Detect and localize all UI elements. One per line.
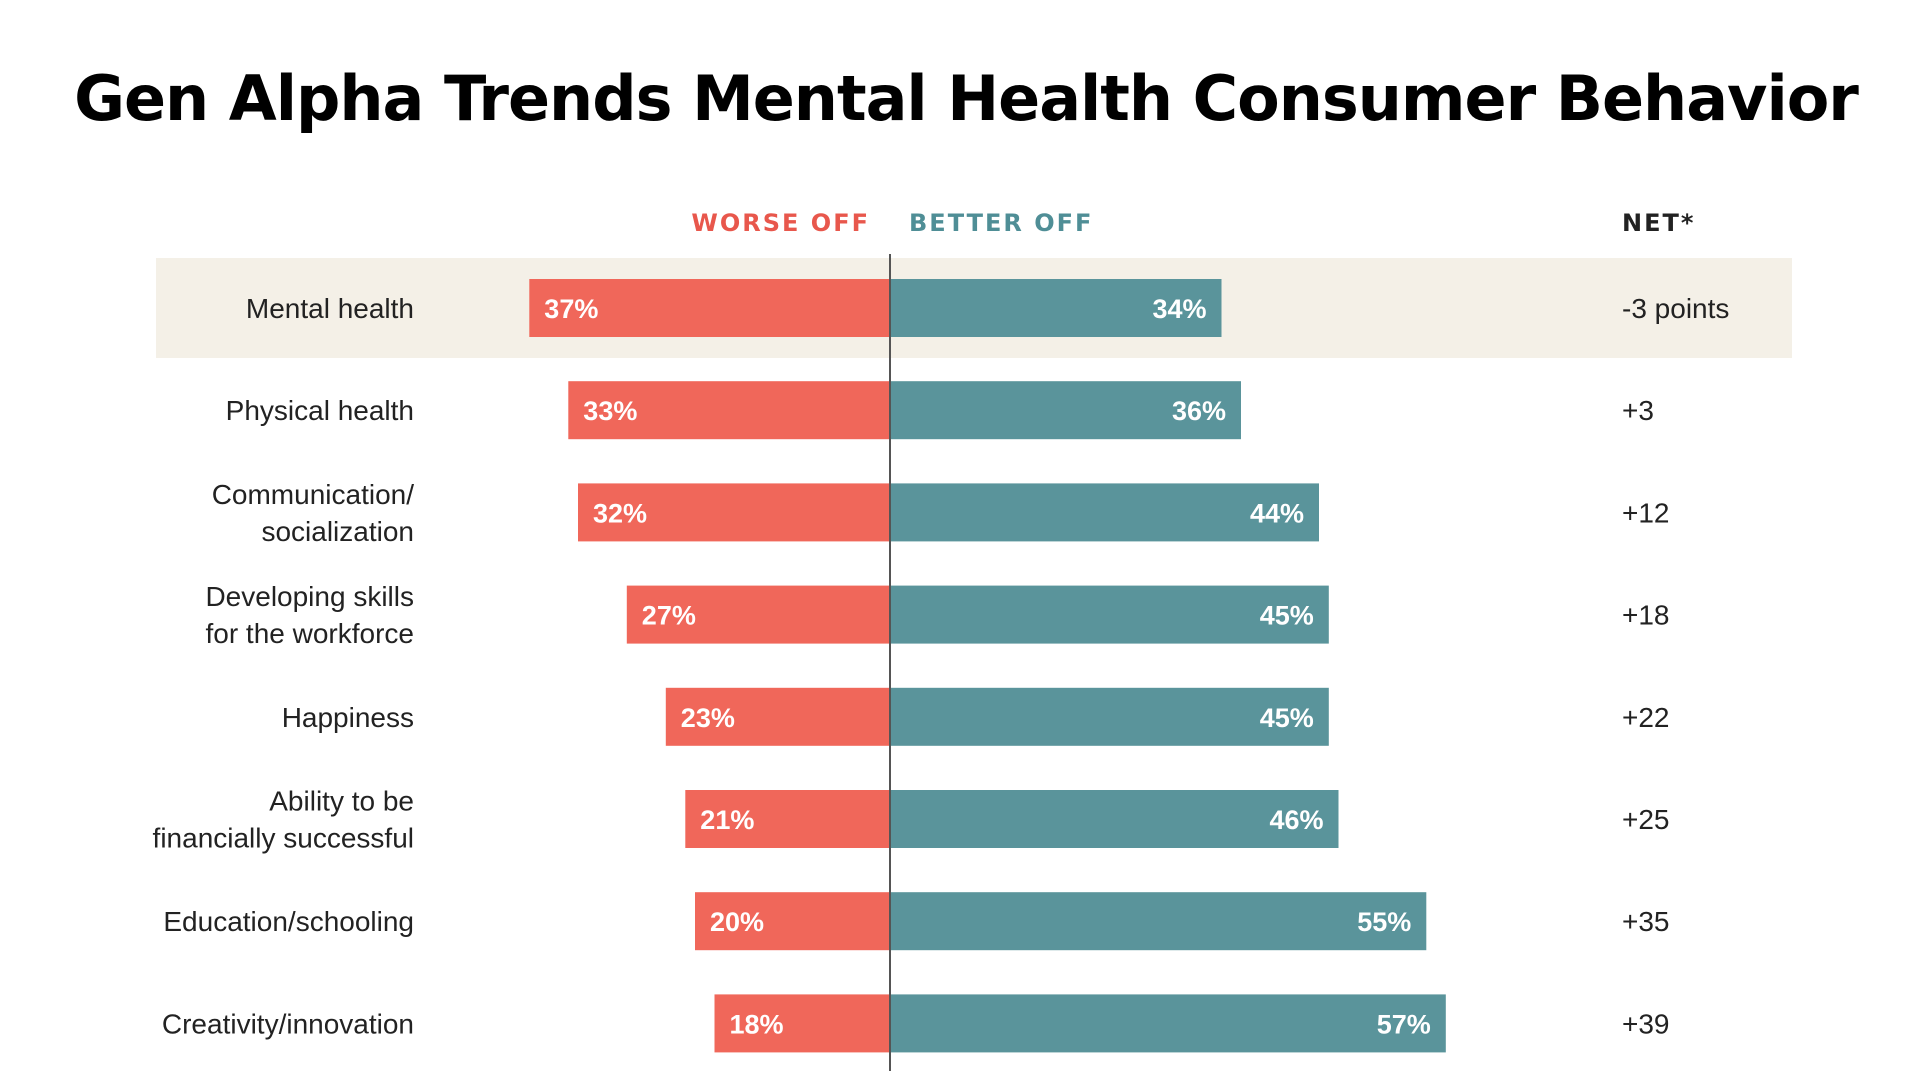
category-label: Communication/socialization	[212, 479, 415, 547]
worse-off-value-label: 27%	[642, 601, 696, 631]
worse-off-bar	[695, 892, 890, 951]
better-off-value-label: 46%	[1269, 805, 1323, 835]
worse-off-value-label: 20%	[710, 907, 764, 937]
category-label-line: Developing skills	[205, 581, 414, 612]
better-off-bar	[890, 483, 1319, 542]
chart-row: Ability to be financially successful 21% 46…	[153, 786, 1670, 854]
net-value-label: +35	[1622, 906, 1670, 937]
chart-row: Education/schooling 20% 55% +35	[163, 892, 1670, 951]
category-label-line: Physical health	[226, 395, 414, 426]
better-off-bar	[890, 585, 1329, 644]
better-off-bar	[890, 994, 1446, 1053]
chart-row: Creativity/innovation 18% 57% +39	[162, 994, 1670, 1053]
category-label-line: financially successful	[153, 823, 414, 854]
category-label-line: Communication/	[212, 479, 415, 510]
better-off-bar	[890, 279, 1222, 337]
net-value-label: -3 points	[1622, 293, 1729, 324]
better-off-value-label: 34%	[1152, 294, 1206, 324]
better-off-value-label: 44%	[1250, 498, 1304, 528]
net-header: NET*	[1622, 209, 1695, 237]
chart-row: Physical health 33% 36% +3	[226, 381, 1654, 440]
net-value-label: +22	[1622, 702, 1670, 733]
category-label-line: for the workforce	[205, 618, 414, 649]
better-off-value-label: 55%	[1357, 907, 1411, 937]
better-off-bar	[890, 892, 1427, 951]
chart-rows: Mental health 37% 34% -3 points Physical hea…	[153, 279, 1729, 1053]
better-off-value-label: 45%	[1260, 703, 1314, 733]
better-off-value-label: 57%	[1377, 1009, 1431, 1039]
better-off-value-label: 36%	[1172, 396, 1226, 426]
worse-off-value-label: 37%	[544, 294, 598, 324]
net-value-label: +25	[1622, 804, 1670, 835]
worse-off-bar	[568, 381, 891, 440]
better-off-bar	[890, 687, 1329, 746]
chart-row: Developing skills for the workforce 27% 45%…	[205, 581, 1669, 649]
chart-row: Mental health 37% 34% -3 points	[246, 279, 1729, 337]
net-value-label: +39	[1622, 1008, 1670, 1039]
net-value-label: +18	[1622, 600, 1670, 631]
category-label: Ability to be financially successful	[153, 786, 414, 854]
chart-title: Gen Alpha Trends Mental Health Consumer …	[74, 62, 1859, 135]
category-label-line: Ability to be	[269, 786, 414, 817]
worse-off-value-label: 33%	[583, 396, 637, 426]
category-label: Creativity/innovation	[162, 1008, 414, 1039]
category-label-line: Creativity/innovation	[162, 1008, 414, 1039]
chart-row: Communication/socialization 32% 44% +12	[212, 479, 1670, 547]
worse-off-value-label: 23%	[681, 703, 735, 733]
better-off-bar	[890, 381, 1241, 440]
category-label: Education/schooling	[163, 906, 414, 937]
worse-off-bar	[665, 687, 891, 746]
category-label: Developing skills for the workforce	[205, 581, 414, 649]
category-label: Happiness	[282, 702, 414, 733]
net-value-label: +12	[1622, 497, 1670, 528]
chart-row: Happiness 23% 45% +22	[282, 687, 1670, 746]
better-off-bar	[890, 790, 1339, 848]
better-off-value-label: 45%	[1260, 601, 1314, 631]
category-label-line: Education/schooling	[163, 906, 414, 937]
worse-off-bar	[626, 585, 891, 644]
worse-off-value-label: 21%	[700, 805, 754, 835]
worse-off-value-label: 32%	[593, 498, 647, 528]
category-label-line: Mental health	[246, 293, 414, 324]
net-value-label: +3	[1622, 395, 1654, 426]
category-label: Physical health	[226, 395, 414, 426]
better-off-header: BETTER OFF	[909, 209, 1093, 237]
worse-off-value-label: 18%	[730, 1009, 784, 1039]
worse-off-bar	[714, 994, 890, 1053]
category-label: Mental health	[246, 293, 414, 324]
category-label-line: socialization	[261, 516, 414, 547]
category-label-line: Happiness	[282, 702, 414, 733]
worse-off-header: WORSE OFF	[691, 209, 870, 237]
worse-off-bar	[578, 483, 890, 542]
worse-off-bar	[685, 790, 891, 848]
worse-off-bar	[529, 279, 891, 337]
